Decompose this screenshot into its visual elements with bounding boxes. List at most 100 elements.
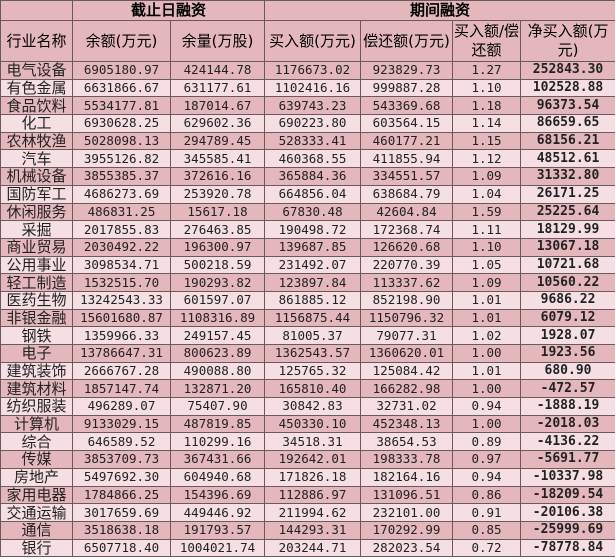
cell-volume: 249157.45 (169, 326, 266, 345)
cell-net-buy: 48512.61 (520, 149, 615, 169)
cell-net-buy: 6079.12 (520, 308, 615, 328)
table-row: 计算机 9133029.15 487819.85 450330.10 452348.13… (0, 414, 615, 434)
cell-balance: 2666767.28 (72, 361, 171, 381)
cell-balance: 13786647.31 (72, 344, 171, 363)
cell-balance: 6631866.67 (72, 78, 171, 98)
cell-repay-amount: 1360620.01 (360, 344, 454, 363)
cell-volume: 191793.57 (169, 520, 266, 540)
cell-industry-name: 电子 (0, 344, 73, 363)
cell-industry-name: 计算机 (0, 414, 73, 434)
cell-net-buy: 102528.88 (520, 78, 615, 98)
cell-volume: 631177.61 (169, 78, 266, 98)
cell-balance: 5497692.30 (72, 467, 171, 487)
cell-net-buy: -472.57 (520, 379, 615, 399)
cell-volume: 187014.67 (169, 96, 266, 116)
cell-volume: 253920.78 (169, 184, 266, 204)
cell-buy-repay-ratio: 0.91 (452, 503, 522, 522)
cell-buy-repay-ratio: 1.09 (452, 167, 522, 186)
cell-industry-name: 纺织服装 (0, 397, 73, 416)
cell-net-buy: -10337.98 (520, 467, 615, 487)
cell-industry-name: 房地产 (0, 467, 73, 487)
cell-buy-repay-ratio: 0.86 (452, 485, 522, 505)
cell-buy-repay-ratio: 0.85 (452, 520, 522, 540)
cell-buy-repay-ratio: 1.27 (452, 61, 522, 80)
cell-volume: 110299.16 (169, 432, 266, 452)
cell-repay-amount: 282023.54 (360, 538, 454, 558)
column-header-buy-amount: 买入额(万元) (264, 20, 362, 62)
cell-volume: 500218.59 (169, 255, 266, 275)
cell-net-buy: 10721.68 (520, 255, 615, 275)
cell-buy-repay-ratio: 1.10 (452, 78, 522, 98)
cell-industry-name: 综合 (0, 432, 73, 452)
cell-balance: 6905180.97 (72, 61, 171, 80)
cell-volume: 276463.85 (169, 220, 266, 239)
cell-volume: 487819.85 (169, 414, 266, 434)
cell-buy-repay-ratio: 1.01 (452, 308, 522, 328)
cell-balance: 13242543.33 (72, 290, 171, 310)
cell-net-buy: 680.90 (520, 361, 615, 381)
cell-industry-name: 传媒 (0, 450, 73, 469)
table-row: 国防军工 4686273.69 253920.78 664856.04 638684.7… (0, 184, 615, 204)
cell-industry-name: 化工 (0, 114, 73, 133)
cell-balance: 646589.52 (72, 432, 171, 452)
cell-industry-name: 商业贸易 (0, 237, 73, 257)
cell-balance: 3955126.82 (72, 149, 171, 169)
cell-net-buy: -5691.77 (520, 450, 615, 469)
column-header-net-buy: 净买入额(万元) (520, 20, 615, 62)
cell-repay-amount: 198333.78 (360, 450, 454, 469)
table-row: 交通运输 3017659.69 449446.92 211994.62 232101.0… (0, 503, 615, 522)
cell-volume: 154396.69 (169, 485, 266, 505)
table-row: 轻工制造 1532515.70 190293.82 123897.84 113337.6… (0, 273, 615, 292)
cell-buy-amount: 1102416.16 (264, 78, 362, 98)
column-header-volume: 余量(万股) (169, 20, 266, 62)
cell-buy-amount: 231492.07 (264, 255, 362, 275)
table-row: 建筑材料 1857147.74 132871.20 165810.40 166282.9… (0, 379, 615, 399)
cell-buy-repay-ratio: 0.89 (452, 432, 522, 452)
table-row: 休闲服务 486831.25 15617.18 67830.48 42604.84 1.5… (0, 202, 615, 222)
cell-buy-repay-ratio: 1.04 (452, 184, 522, 204)
cell-industry-name: 机械设备 (0, 167, 73, 186)
table-row: 房地产 5497692.30 604940.68 171826.18 182164.16… (0, 467, 615, 487)
cell-net-buy: -25999.69 (520, 520, 615, 540)
cell-net-buy: -4136.22 (520, 432, 615, 452)
cell-net-buy: -20106.38 (520, 503, 615, 522)
cell-balance: 9133029.15 (72, 414, 171, 434)
cell-volume: 424144.78 (169, 61, 266, 80)
table-row: 综合 646589.52 110299.16 34518.31 38654.53 0.89… (0, 432, 615, 452)
cell-industry-name: 公用事业 (0, 255, 73, 275)
cell-industry-name: 建筑装饰 (0, 361, 73, 381)
cell-net-buy: 252843.30 (520, 61, 615, 80)
table-row: 有色金属 6631866.67 631177.61 1102416.16 999887.… (0, 78, 615, 98)
cell-buy-repay-ratio: 1.15 (452, 131, 522, 151)
cell-repay-amount: 42604.84 (360, 202, 454, 222)
table-row: 电气设备 6905180.97 424144.78 1176673.02 923829.… (0, 61, 615, 80)
cell-balance: 486831.25 (72, 202, 171, 222)
cell-buy-repay-ratio: 1.18 (452, 96, 522, 116)
cell-repay-amount: 232101.00 (360, 503, 454, 522)
cell-buy-amount: 123897.84 (264, 273, 362, 292)
cell-buy-amount: 171826.18 (264, 467, 362, 487)
table-row: 纺织服装 496289.07 75407.90 30842.83 32731.02 0.9… (0, 397, 615, 416)
cell-balance: 5534177.81 (72, 96, 171, 116)
cell-volume: 1004021.74 (169, 538, 266, 558)
cell-balance: 1532515.70 (72, 273, 171, 292)
cell-volume: 604940.68 (169, 467, 266, 487)
table-row: 传媒 3853709.73 367431.66 192642.01 198333.78 0… (0, 450, 615, 469)
cell-repay-amount: 334551.57 (360, 167, 454, 186)
cell-balance: 3098534.71 (72, 255, 171, 275)
cell-net-buy: -78778.84 (520, 538, 615, 558)
cell-volume: 800623.89 (169, 344, 266, 363)
cell-buy-amount: 30842.83 (264, 397, 362, 416)
table-row: 化工 6930628.25 629602.36 690223.80 603564.15 1… (0, 114, 615, 133)
cell-balance: 496289.07 (72, 397, 171, 416)
cell-industry-name: 有色金属 (0, 78, 73, 98)
cell-buy-amount: 192642.01 (264, 450, 362, 469)
cell-volume: 367431.66 (169, 450, 266, 469)
cell-buy-amount: 1362543.57 (264, 344, 362, 363)
cell-balance: 3853709.73 (72, 450, 171, 469)
cell-industry-name: 非银金融 (0, 308, 73, 328)
table-row: 农林牧渔 5028098.13 294789.45 528333.41 460177.2… (0, 131, 615, 151)
cell-repay-amount: 999887.28 (360, 78, 454, 98)
cell-buy-amount: 1176673.02 (264, 61, 362, 80)
